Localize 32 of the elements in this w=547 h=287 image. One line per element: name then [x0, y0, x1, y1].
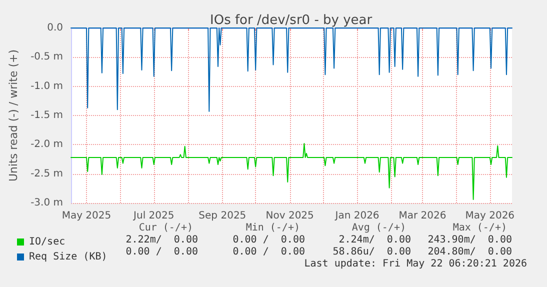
y-tick-label: -2.5 m: [30, 168, 63, 180]
legend-label: IO/sec: [29, 236, 66, 248]
chart-title: IOs for /dev/sr0 - by year: [210, 13, 373, 28]
x-tick-label: Jul 2025: [132, 210, 174, 222]
text: 58.86u/ 0.00: [332, 246, 411, 258]
legend-label: Req Size (KB): [29, 252, 108, 262]
text: Cur (-/+): [138, 222, 193, 234]
text: 0.00 / 0.00: [126, 246, 198, 258]
text: 0.00 / 0.00: [232, 234, 305, 246]
x-tick-label: Mar 2026: [398, 210, 446, 222]
y-axis-title: Units read (-) / write (+): [7, 49, 20, 182]
y-tick-label: -0.5 m: [30, 52, 63, 63]
x-tick-label: Sep 2025: [198, 210, 246, 222]
x-tick-label: Jan 2026: [334, 210, 380, 222]
text: 2.24m/ 0.00: [338, 234, 411, 246]
text: 204.80m/ 0.00: [428, 246, 512, 258]
text: 2.22m/ 0.00: [126, 234, 198, 246]
text: Max (-/+): [452, 222, 507, 234]
text: Avg (-/+): [352, 222, 406, 234]
y-tick-label: -3.0 m: [30, 198, 63, 208]
x-tick-label: May 2025: [62, 210, 112, 222]
text: 243.90m/ 0.00: [428, 234, 512, 246]
x-tick-label: May 2026: [465, 210, 515, 222]
text: 0.00 / 0.00: [232, 246, 305, 258]
y-tick-label: 0.0: [47, 22, 63, 34]
y-tick-label: -1.5 m: [30, 110, 63, 121]
x-tick-label: Nov 2025: [266, 210, 314, 222]
text: Min (-/+): [246, 222, 300, 234]
y-tick-label: -2.0 m: [30, 139, 63, 150]
y-tick-label: -1.0 m: [30, 80, 63, 92]
line-series: [70, 143, 512, 200]
text: Last update: Fri May 22 06:20:21 2026: [304, 258, 528, 270]
